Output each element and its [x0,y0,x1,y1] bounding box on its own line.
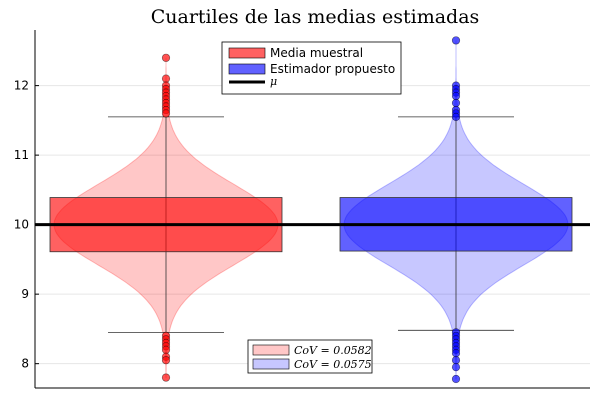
outlier-point [451,98,461,108]
outlier-point [161,53,171,62]
y-tick-label: 11 [14,148,29,162]
axes [34,30,590,389]
legend-swatch-media-muestral [228,47,266,59]
legend-cov: CoV = 0.0582 CoV = 0.0575 [247,339,373,374]
y-tick-label: 8 [21,357,29,371]
outlier-point [161,74,171,83]
legend-cov-label-2: CoV = 0.0575 [294,358,372,371]
outlier-point [161,356,171,365]
outlier-point [451,356,461,365]
legend-main: Media muestral Estimador propuesto μ [221,41,402,95]
chart-title: Cuartiles de las medias estimadas [151,6,480,28]
outlier-point [451,374,461,384]
y-tick-label: 12 [14,79,29,93]
legend-label-estimador-propuesto: Estimador propuesto [270,62,395,76]
legend-swatch-estimador-propuesto [228,63,266,75]
legend-label-mu: μ [270,75,277,88]
y-tick-label: 10 [14,218,29,232]
legend-cov-swatch-2 [252,358,290,370]
outlier-point [161,345,171,354]
legend-label-media-muestral: Media muestral [270,46,363,60]
outlier-point [451,91,461,101]
outlier-point [451,349,461,358]
outliers [161,36,461,384]
outlier-point [451,112,461,121]
legend-cov-frame [247,339,373,374]
outlier-point [451,36,461,45]
legend-cov-label-1: CoV = 0.0582 [294,344,372,357]
y-ticks: 8 9 10 11 12 [14,79,39,371]
outlier-point [161,109,171,118]
legend-cov-swatch-1 [252,344,290,356]
y-tick-label: 9 [21,287,29,301]
outlier-point [161,373,171,382]
outlier-point [451,363,461,372]
